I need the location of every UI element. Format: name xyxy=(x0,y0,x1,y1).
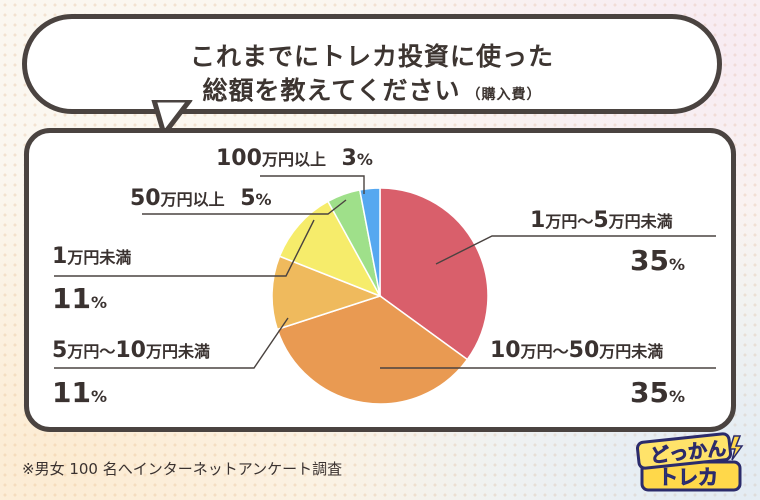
label-1man-5man-c: 5 xyxy=(593,208,609,233)
label-under-1man-a: 1 xyxy=(52,244,68,269)
pct-over-100man-value: 3 xyxy=(341,146,357,171)
pie-slice-3 xyxy=(271,255,383,331)
label-1man-5man-a: 1 xyxy=(530,208,546,233)
label-5man-10man-d: 万円未満 xyxy=(145,342,210,361)
leader-s6 xyxy=(260,175,365,194)
pct-over-100man-unit: % xyxy=(356,150,373,169)
label-over-50man-d: 万円以上 xyxy=(160,190,225,209)
pct-10man-50man: 35% xyxy=(630,376,685,409)
label-5man-10man-c: 10 xyxy=(115,338,146,363)
pct-5man-10man: 11% xyxy=(52,376,107,409)
lightning-icon xyxy=(728,435,744,461)
title-line-1: これまでにトレカ投資に使った xyxy=(189,42,554,71)
leader-s5 xyxy=(142,199,347,215)
title-bubble: これまでにトレカ投資に使った 総額を教えてください （購入費） xyxy=(22,14,722,114)
pct-under-1man: 11% xyxy=(52,282,107,315)
pct-under-1man-value: 11 xyxy=(52,282,91,315)
pct-under-1man-unit: % xyxy=(90,293,107,312)
logo-line-2: トレカ xyxy=(658,465,718,489)
pie-slice-4 xyxy=(278,200,382,298)
pct-10man-50man-unit: % xyxy=(668,387,685,406)
bubble-tail xyxy=(151,100,193,137)
label-10man-50man: 10万円〜50万円未満 xyxy=(490,338,663,363)
leader-s4 xyxy=(54,219,315,277)
pct-over-50man-unit: % xyxy=(255,190,272,209)
pie-chart xyxy=(54,175,716,405)
label-over-100man-a: 100 xyxy=(216,146,262,171)
pie-slice-2 xyxy=(276,295,469,405)
label-over-50man-a: 50 xyxy=(130,186,161,211)
leader-s1 xyxy=(435,235,716,265)
title-line-2-main: 総額を教えてください xyxy=(202,76,461,105)
survey-footnote: ※男女 100 名へインターネットアンケート調査 xyxy=(22,460,343,478)
pct-5man-10man-value: 11 xyxy=(52,376,91,409)
label-1man-5man-d: 万円未満 xyxy=(608,212,673,231)
label-1man-5man-b: 万円〜 xyxy=(545,212,594,231)
label-10man-50man-b: 万円〜 xyxy=(520,342,569,361)
label-5man-10man-b: 万円〜 xyxy=(67,342,116,361)
leader-s3 xyxy=(54,317,289,369)
label-1man-5man: 1万円〜5万円未満 xyxy=(530,208,673,233)
label-under-1man-d: 万円未満 xyxy=(67,248,132,267)
label-10man-50man-c: 50 xyxy=(568,338,600,363)
title-line-2-sub: （購入費） xyxy=(466,87,542,103)
label-10man-50man-d: 万円未満 xyxy=(599,342,664,361)
pct-over-50man-value: 5 xyxy=(240,186,256,211)
label-10man-50man-a: 10 xyxy=(490,338,521,363)
pct-1man-5man-value: 35 xyxy=(630,244,669,277)
pie-slice-6 xyxy=(358,187,381,297)
label-under-1man: 1万円未満 xyxy=(52,244,131,269)
label-5man-10man-a: 5 xyxy=(52,338,68,363)
label-over-100man: 100万円以上 3% xyxy=(216,146,373,171)
title-line-2: 総額を教えてください （購入費） xyxy=(27,71,717,107)
pct-5man-10man-unit: % xyxy=(90,387,107,406)
label-5man-10man: 5万円〜10万円未満 xyxy=(52,338,210,363)
pie-slice-1 xyxy=(379,187,489,361)
label-over-50man: 50万円以上 5% xyxy=(130,186,272,211)
dokkan-toreka-logo: どっかん トレカ xyxy=(636,432,744,492)
label-over-100man-d: 万円以上 xyxy=(261,150,326,169)
pct-1man-5man: 35% xyxy=(630,244,685,277)
pct-1man-5man-unit: % xyxy=(668,255,685,274)
pct-10man-50man-value: 35 xyxy=(630,376,669,409)
